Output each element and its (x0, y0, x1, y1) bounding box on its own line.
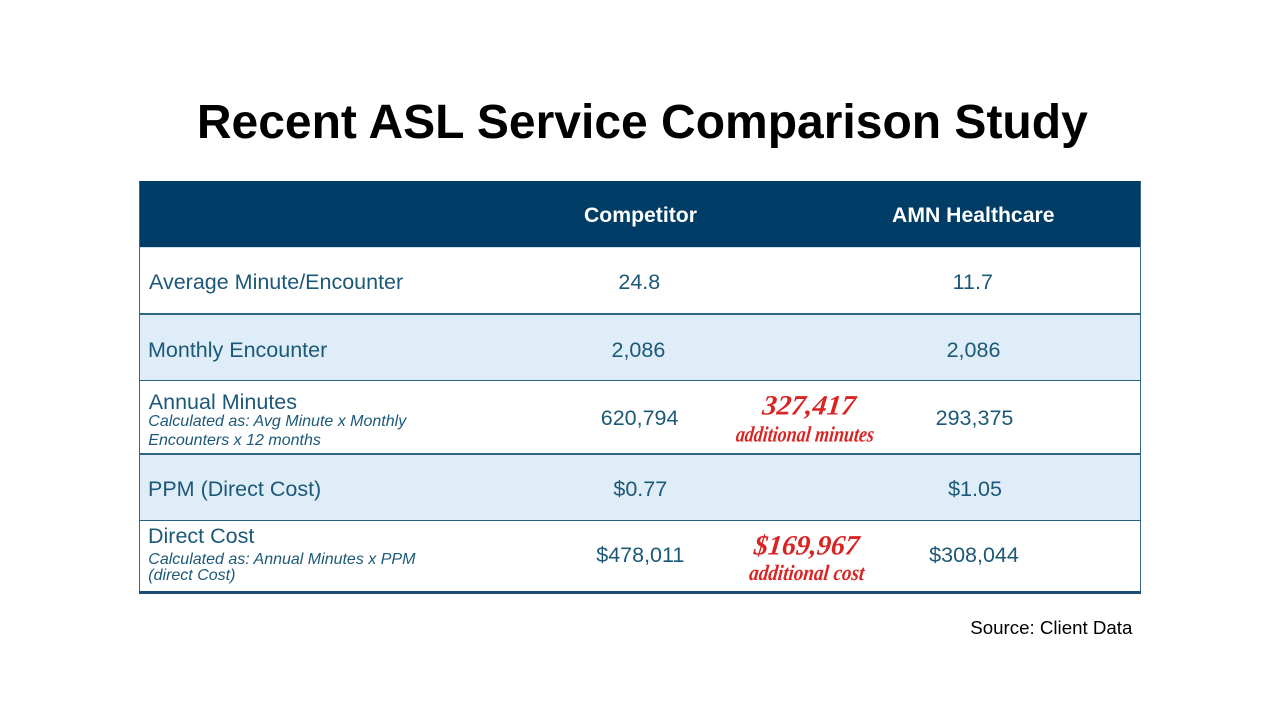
svg-text:additional minutes: additional minutes (735, 422, 876, 447)
svg-text:327,417: 327,417 (760, 390, 858, 421)
svg-text:additional cost: additional cost (748, 560, 866, 585)
svg-text:$169,967: $169,967 (752, 531, 862, 562)
